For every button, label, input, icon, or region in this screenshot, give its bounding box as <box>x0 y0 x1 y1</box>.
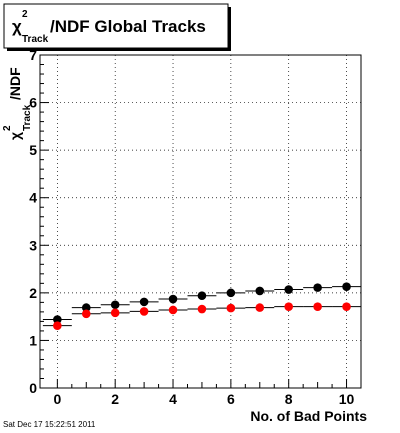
ylabel-subscript: Track <box>22 104 33 131</box>
data-point-red <box>139 307 149 316</box>
title-frame <box>3 3 229 49</box>
axes: 0 2 4 6 8 10 0 1 2 3 4 5 6 7 <box>29 47 354 407</box>
data-point-red <box>284 302 294 311</box>
x-tick-label: 6 <box>227 391 235 407</box>
x-tick-label: 4 <box>169 391 177 407</box>
title-superscript: 2 <box>22 9 28 20</box>
ylabel-superscript: 2 <box>2 125 13 131</box>
data-point-black <box>197 291 207 301</box>
data-point-black <box>81 303 91 312</box>
data-point-black <box>255 286 265 296</box>
y-tick-label: 3 <box>29 237 37 253</box>
title-symbol: χ <box>12 17 22 36</box>
y-tick-label: 1 <box>29 332 37 348</box>
data-point-black <box>53 315 62 324</box>
data-point-black <box>110 300 120 310</box>
title-subscript: Track <box>22 34 49 45</box>
data-point-black <box>313 283 322 292</box>
data-point-black <box>168 294 178 304</box>
y-axis-title: χ 2 Track /NDF <box>2 67 33 140</box>
x-tick-label: 0 <box>53 391 61 407</box>
timestamp: Sat Dec 17 15:22:51 2011 <box>3 420 96 429</box>
data-point-red <box>53 321 62 330</box>
data-marks <box>42 282 361 330</box>
x-tick-label: 2 <box>111 391 119 407</box>
data-point-red <box>255 303 265 312</box>
plot-frame <box>39 54 362 389</box>
data-point-red <box>313 302 322 311</box>
y-tick-label: 0 <box>29 380 37 396</box>
y-tick-label: 4 <box>29 190 37 206</box>
x-tick-label: 8 <box>285 391 293 407</box>
data-point-red <box>168 305 178 315</box>
ylabel-symbol: χ <box>7 132 23 140</box>
chart-title: /NDF Global Tracks <box>50 17 206 36</box>
y-tick-label: 2 <box>29 285 37 301</box>
data-point-red <box>226 303 236 313</box>
data-point-black <box>342 282 351 291</box>
x-tick-label: 10 <box>339 391 355 407</box>
title-box: χ 2 Track /NDF Global Tracks <box>3 3 231 51</box>
data-point-black <box>226 288 236 298</box>
title-shadow-bottom <box>7 48 231 51</box>
ylabel-text: /NDF <box>7 67 23 100</box>
data-point-red <box>110 308 120 318</box>
y-tick-label: 6 <box>29 95 37 111</box>
data-point-black <box>284 285 294 294</box>
data-point-red <box>81 309 91 319</box>
data-point-red <box>197 304 207 314</box>
data-point-red <box>342 302 351 311</box>
y-tick-label: 7 <box>29 47 37 63</box>
title-shadow-right <box>228 7 231 51</box>
x-axis-title: No. of Bad Points <box>250 408 367 424</box>
y-tick-label: 5 <box>29 142 37 158</box>
data-point-black <box>139 297 149 307</box>
